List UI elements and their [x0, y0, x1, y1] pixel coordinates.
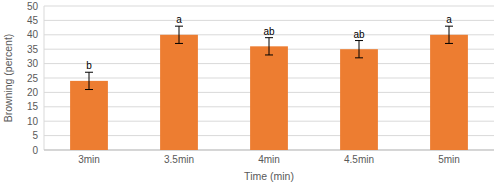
error-cap: [355, 57, 363, 58]
x-tick-label: 3min: [78, 154, 100, 165]
y-tick-label: 25: [27, 73, 39, 84]
bar: [340, 49, 378, 150]
error-cap: [265, 54, 273, 55]
y-axis-line: [44, 6, 45, 150]
y-tick-label: 15: [27, 101, 39, 112]
grid-line: [44, 6, 494, 7]
x-axis-title: Time (min): [244, 170, 294, 182]
y-tick-label: 10: [27, 116, 39, 127]
annotation: ab: [263, 26, 275, 37]
bar: [430, 35, 468, 150]
error-cap: [355, 40, 363, 41]
error-cap: [445, 26, 453, 27]
error-cap: [265, 37, 273, 38]
y-tick-label: 20: [27, 87, 39, 98]
y-tick-label: 45: [27, 15, 39, 26]
error-bar: [175, 26, 183, 43]
annotation: b: [86, 60, 92, 71]
error-cap: [85, 89, 93, 90]
y-tick-label: 30: [27, 58, 39, 69]
grid-line: [44, 20, 494, 21]
annotation: a: [446, 14, 452, 25]
error-bar: [85, 72, 93, 89]
error-cap: [175, 43, 183, 44]
error-cap: [85, 72, 93, 73]
y-tick-label: 40: [27, 29, 39, 40]
bar: [160, 35, 198, 150]
error-bar: [265, 38, 273, 55]
x-tick-label: 5min: [438, 154, 460, 165]
y-tick-label: 35: [27, 44, 39, 55]
annotation: ab: [353, 29, 365, 40]
plot-area: [70, 26, 468, 150]
x-tick-label: 4.5min: [344, 154, 374, 165]
y-tick-label: 0: [32, 145, 38, 156]
y-axis-title: Browning (percent): [2, 34, 14, 123]
x-tick-label: 3.5min: [164, 154, 194, 165]
chart: 0 5 10 15 20 25 30 35 40 45 50 b a ab ab a 3min 3.5min 4mi…: [0, 0, 500, 185]
error-stem: [89, 72, 90, 89]
error-bar: [355, 41, 363, 58]
bar: [250, 46, 288, 150]
y-tick-label: 50: [27, 1, 39, 12]
bar: [70, 81, 108, 150]
y-tick-label: 5: [32, 130, 38, 141]
error-stem: [179, 26, 180, 43]
error-cap: [445, 43, 453, 44]
error-stem: [359, 41, 360, 58]
error-cap: [175, 26, 183, 27]
error-stem: [449, 26, 450, 43]
error-stem: [269, 38, 270, 55]
annotation: a: [176, 14, 182, 25]
error-bar: [445, 26, 453, 43]
x-tick-label: 4min: [258, 154, 280, 165]
